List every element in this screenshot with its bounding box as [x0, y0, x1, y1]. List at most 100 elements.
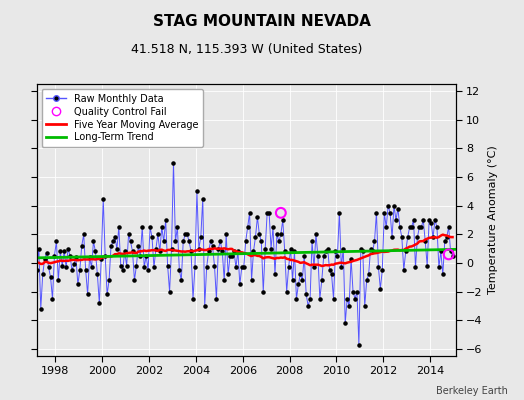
Point — [368, 248, 377, 255]
Point — [138, 224, 146, 230]
Point — [193, 188, 201, 194]
Point — [126, 238, 135, 245]
Point — [210, 263, 219, 269]
Point — [169, 160, 178, 166]
Point — [406, 224, 414, 230]
Point — [252, 234, 260, 240]
Point — [341, 320, 350, 326]
Point — [185, 238, 193, 245]
Point — [64, 246, 72, 252]
Point — [279, 217, 287, 223]
Point — [60, 248, 69, 255]
Point — [212, 296, 221, 302]
Point — [29, 224, 37, 230]
Point — [97, 256, 105, 262]
Point — [388, 234, 396, 240]
Point — [267, 246, 275, 252]
Point — [249, 248, 258, 255]
Point — [300, 252, 309, 259]
Point — [146, 224, 154, 230]
Point — [247, 277, 256, 283]
Point — [214, 246, 223, 252]
Point — [269, 224, 277, 230]
Point — [75, 267, 84, 273]
Point — [175, 267, 183, 273]
Point — [244, 224, 252, 230]
Point — [45, 264, 53, 270]
Point — [328, 271, 336, 278]
Point — [436, 248, 445, 255]
Point — [253, 214, 261, 220]
Point — [347, 256, 355, 262]
Point — [115, 224, 123, 230]
Point — [365, 271, 373, 278]
Point — [296, 271, 304, 278]
Point — [263, 210, 271, 216]
Point — [150, 264, 158, 270]
Point — [409, 217, 418, 223]
Point — [230, 248, 238, 255]
Point — [392, 217, 400, 223]
Point — [331, 248, 340, 255]
Point — [111, 234, 119, 240]
Point — [401, 248, 410, 255]
Point — [54, 277, 62, 283]
Point — [370, 238, 379, 245]
Point — [275, 238, 283, 245]
Point — [31, 248, 39, 255]
Point — [329, 296, 337, 302]
Point — [417, 224, 425, 230]
Point — [105, 277, 113, 283]
Point — [355, 341, 363, 348]
Point — [288, 277, 297, 283]
Point — [173, 224, 182, 230]
Point — [361, 303, 369, 309]
Point — [304, 303, 312, 309]
Point — [302, 291, 310, 298]
Point — [202, 264, 211, 270]
Point — [128, 248, 137, 255]
Point — [245, 210, 254, 216]
Point — [427, 220, 435, 226]
Point — [390, 202, 398, 209]
Point — [158, 224, 166, 230]
Point — [107, 242, 115, 249]
Point — [40, 256, 49, 262]
Point — [62, 264, 70, 270]
Point — [68, 267, 76, 273]
Point — [46, 274, 54, 280]
Point — [161, 217, 170, 223]
Point — [439, 271, 447, 278]
Point — [234, 248, 242, 255]
Point — [220, 277, 228, 283]
Point — [431, 217, 439, 223]
Point — [277, 231, 285, 238]
Point — [236, 281, 244, 288]
Point — [81, 267, 90, 273]
Point — [66, 252, 74, 259]
Point — [318, 277, 326, 283]
Point — [201, 303, 209, 309]
Point — [83, 291, 92, 298]
Point — [88, 264, 96, 270]
Point — [400, 267, 408, 273]
Point — [163, 263, 172, 269]
Point — [237, 264, 246, 270]
Point — [358, 248, 367, 255]
Point — [154, 231, 162, 238]
Point — [72, 254, 80, 260]
Point — [144, 267, 152, 273]
Point — [413, 234, 422, 240]
Point — [167, 246, 176, 252]
Point — [232, 264, 240, 270]
Point — [374, 264, 383, 270]
Point — [196, 234, 205, 240]
Point — [32, 267, 41, 273]
Point — [179, 238, 188, 245]
Point — [421, 238, 430, 245]
Point — [415, 224, 423, 230]
Point — [425, 217, 433, 223]
Point — [335, 210, 344, 216]
Point — [189, 296, 197, 302]
Text: STAG MOUNTAIN NEVADA: STAG MOUNTAIN NEVADA — [153, 14, 371, 29]
